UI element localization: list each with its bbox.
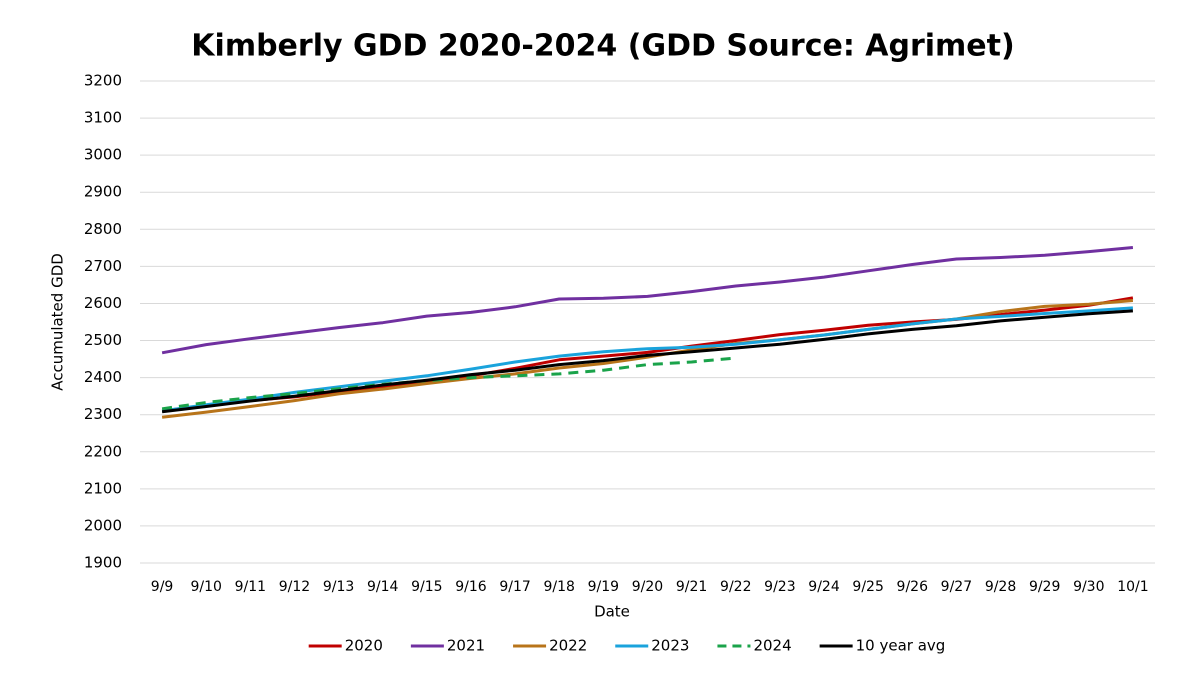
x-tick-label: 9/26 xyxy=(897,579,929,595)
legend-label: 2021 xyxy=(447,637,485,655)
x-tick-label: 9/10 xyxy=(190,579,221,595)
y-tick-label: 2400 xyxy=(84,368,122,386)
y-tick-label: 2300 xyxy=(84,405,122,423)
y-tick-label: 2500 xyxy=(84,331,122,349)
y-axis-label: Accumulated GDD xyxy=(49,253,67,391)
x-tick-label: 9/11 xyxy=(235,579,266,595)
y-tick-label: 2700 xyxy=(84,257,122,275)
y-tick-label: 3100 xyxy=(84,109,122,127)
legend: 2020 2021 2022 2023 2024 10 year avg xyxy=(308,637,946,655)
y-tick-label: 2100 xyxy=(84,479,122,497)
x-tick-label: 9/12 xyxy=(279,579,310,595)
series-line xyxy=(161,306,1134,413)
x-tick-label: 9/14 xyxy=(367,579,399,595)
legend-label: 2024 xyxy=(753,637,791,655)
x-tick-label: 9/25 xyxy=(852,579,883,595)
y-tick-label: 3000 xyxy=(84,146,122,164)
y-tick-label: 1900 xyxy=(84,554,122,572)
x-tick-label: 9/29 xyxy=(1029,579,1060,595)
x-tick-label: 9/19 xyxy=(588,579,619,595)
x-tick-label: 9/9 xyxy=(151,579,174,595)
y-tick-label: 2800 xyxy=(84,220,122,238)
x-tick-label: 9/21 xyxy=(676,579,707,595)
x-tick-label: 9/17 xyxy=(499,579,530,595)
series-line xyxy=(161,309,1133,414)
x-tick-label: 9/22 xyxy=(720,579,751,595)
x-tick-label: 9/18 xyxy=(544,579,575,595)
chart-title: Kimberly GDD 2020-2024 (GDD Source: Agri… xyxy=(191,29,1014,64)
series-line xyxy=(161,246,1134,355)
x-tick-label: 10/1 xyxy=(1117,579,1148,595)
series-line xyxy=(161,356,736,411)
x-tick-label: 9/30 xyxy=(1073,579,1104,595)
legend-label: 2023 xyxy=(651,637,689,655)
y-tick-label: 2900 xyxy=(84,183,122,201)
y-tick-label: 2000 xyxy=(84,516,122,534)
x-axis-label: Date xyxy=(594,603,630,621)
legend-label: 2022 xyxy=(549,637,587,655)
legend-label: 2020 xyxy=(345,637,383,655)
series-line xyxy=(161,299,1134,419)
x-tick-label: 9/23 xyxy=(764,579,795,595)
y-tick-label: 2600 xyxy=(84,294,122,312)
x-tick-label: 9/20 xyxy=(632,579,663,595)
y-tick-label: 2200 xyxy=(84,442,122,460)
legend-label: 10 year avg xyxy=(856,637,946,655)
x-tick-label: 9/13 xyxy=(323,579,354,595)
x-tick-label: 9/28 xyxy=(985,579,1016,595)
x-tick-label: 9/15 xyxy=(411,579,442,595)
x-tick-label: 9/27 xyxy=(941,579,972,595)
x-tick-label: 9/16 xyxy=(455,579,487,595)
x-tick-label: 9/24 xyxy=(808,579,840,595)
y-tick-label: 3200 xyxy=(84,72,122,90)
